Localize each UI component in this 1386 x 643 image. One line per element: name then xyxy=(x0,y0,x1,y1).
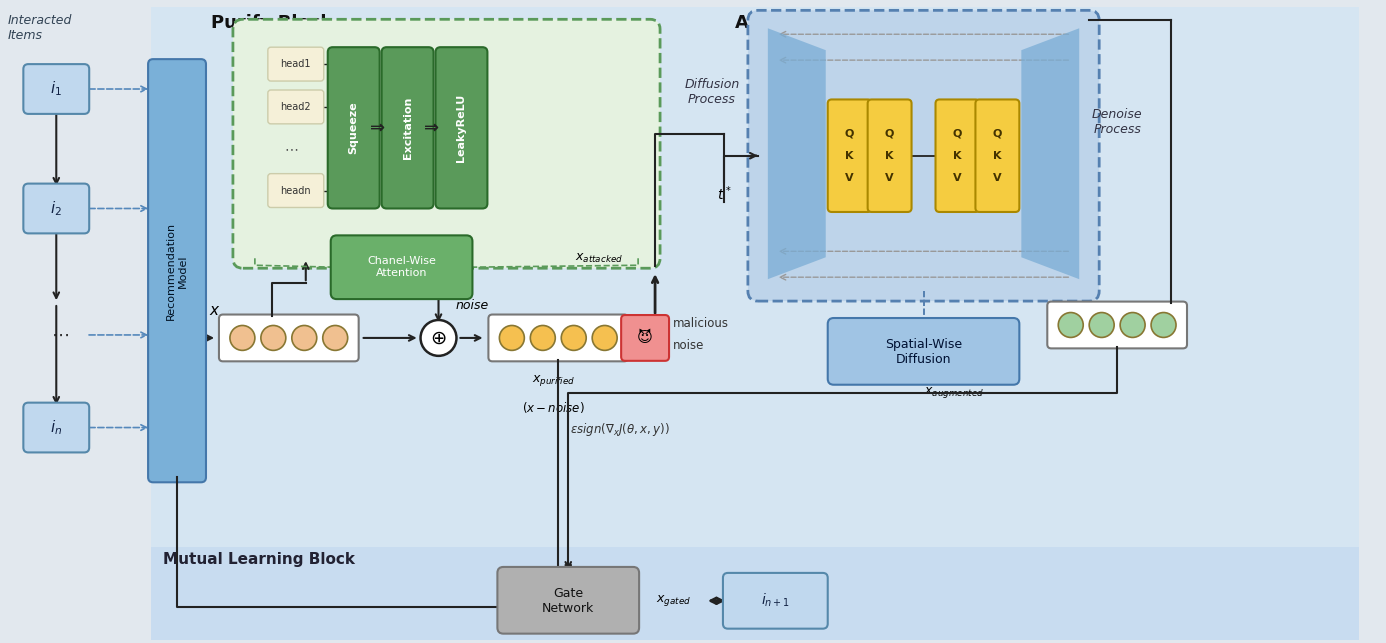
Text: Mutual Learning Block: Mutual Learning Block xyxy=(164,552,355,567)
FancyBboxPatch shape xyxy=(24,64,89,114)
Polygon shape xyxy=(768,28,826,279)
Circle shape xyxy=(292,325,317,350)
Circle shape xyxy=(230,325,255,350)
FancyBboxPatch shape xyxy=(748,10,1099,301)
Circle shape xyxy=(1120,312,1145,338)
Text: headn: headn xyxy=(280,186,310,195)
Text: $x$: $x$ xyxy=(209,303,220,318)
FancyBboxPatch shape xyxy=(267,90,324,124)
FancyBboxPatch shape xyxy=(327,47,380,208)
Circle shape xyxy=(1059,312,1084,338)
Circle shape xyxy=(1152,312,1177,338)
FancyBboxPatch shape xyxy=(827,318,1019,385)
Text: noise: noise xyxy=(456,298,489,312)
Polygon shape xyxy=(1021,28,1080,279)
Text: Purify Block: Purify Block xyxy=(211,14,333,32)
Text: $x_{attacked}$: $x_{attacked}$ xyxy=(575,252,624,266)
Text: head1: head1 xyxy=(280,59,310,69)
Text: $i_1$: $i_1$ xyxy=(50,80,62,98)
Text: Excitation: Excitation xyxy=(402,96,413,159)
FancyBboxPatch shape xyxy=(267,174,324,208)
Text: K: K xyxy=(886,150,894,161)
FancyBboxPatch shape xyxy=(827,100,872,212)
Text: V: V xyxy=(994,172,1002,183)
Text: $i_n$: $i_n$ xyxy=(50,418,62,437)
Text: $t^*$: $t^*$ xyxy=(717,185,732,203)
Text: Diffusion
Process: Diffusion Process xyxy=(685,78,740,106)
Text: Denoise
Process: Denoise Process xyxy=(1092,108,1142,136)
FancyBboxPatch shape xyxy=(219,314,359,361)
Text: 😈: 😈 xyxy=(638,331,653,345)
Text: V: V xyxy=(845,172,854,183)
FancyBboxPatch shape xyxy=(331,235,473,299)
FancyBboxPatch shape xyxy=(723,573,827,629)
FancyBboxPatch shape xyxy=(24,184,89,233)
FancyBboxPatch shape xyxy=(488,314,628,361)
Text: Q: Q xyxy=(952,129,962,139)
Text: Spatial-Wise
Diffusion: Spatial-Wise Diffusion xyxy=(886,338,962,366)
Text: $\epsilon sign(\nabla_x J(\theta, x, y))$: $\epsilon sign(\nabla_x J(\theta, x, y))… xyxy=(570,421,669,438)
Text: V: V xyxy=(886,172,894,183)
Text: Augment Block: Augment Block xyxy=(735,14,887,32)
Circle shape xyxy=(420,320,456,356)
Text: Recommendation
Model: Recommendation Model xyxy=(166,222,188,320)
Text: K: K xyxy=(954,150,962,161)
Circle shape xyxy=(592,325,617,350)
Text: V: V xyxy=(954,172,962,183)
FancyBboxPatch shape xyxy=(936,100,980,212)
Circle shape xyxy=(531,325,556,350)
Text: LeakyReLU: LeakyReLU xyxy=(456,94,467,162)
Text: Squeeze: Squeeze xyxy=(349,102,359,154)
Text: $\oplus$: $\oplus$ xyxy=(430,329,446,347)
Text: malicious: malicious xyxy=(674,318,729,331)
Text: ⇒: ⇒ xyxy=(424,119,439,137)
Circle shape xyxy=(323,325,348,350)
Text: $x_{gated}$: $x_{gated}$ xyxy=(656,593,690,608)
Text: $(x-noise)$: $(x-noise)$ xyxy=(523,400,585,415)
FancyBboxPatch shape xyxy=(498,567,639,633)
Text: K: K xyxy=(994,150,1002,161)
Text: $x_{augmented}$: $x_{augmented}$ xyxy=(924,385,984,400)
FancyBboxPatch shape xyxy=(435,47,488,208)
Text: head2: head2 xyxy=(280,102,310,112)
Text: Interacted
Items: Interacted Items xyxy=(7,14,72,42)
Circle shape xyxy=(561,325,586,350)
FancyBboxPatch shape xyxy=(24,403,89,453)
FancyBboxPatch shape xyxy=(976,100,1019,212)
Text: Q: Q xyxy=(845,129,854,139)
Text: $i_{n+1}$: $i_{n+1}$ xyxy=(761,592,790,610)
Text: ⇒: ⇒ xyxy=(370,119,385,137)
Text: Q: Q xyxy=(992,129,1002,139)
Text: $\cdots$: $\cdots$ xyxy=(51,326,69,344)
Text: K: K xyxy=(845,150,854,161)
Text: Gate
Network: Gate Network xyxy=(542,587,595,615)
FancyBboxPatch shape xyxy=(151,7,1358,587)
Text: $\cdots$: $\cdots$ xyxy=(284,141,298,155)
Circle shape xyxy=(499,325,524,350)
Text: Q: Q xyxy=(884,129,894,139)
Circle shape xyxy=(261,325,286,350)
FancyBboxPatch shape xyxy=(148,59,207,482)
FancyBboxPatch shape xyxy=(233,19,660,268)
FancyBboxPatch shape xyxy=(267,47,324,81)
Circle shape xyxy=(1089,312,1114,338)
FancyBboxPatch shape xyxy=(381,47,434,208)
Text: noise: noise xyxy=(674,340,704,352)
FancyBboxPatch shape xyxy=(621,315,669,361)
Text: $i_2$: $i_2$ xyxy=(50,199,62,218)
FancyBboxPatch shape xyxy=(151,547,1358,640)
Text: Chanel-Wise
Attention: Chanel-Wise Attention xyxy=(367,257,437,278)
FancyBboxPatch shape xyxy=(868,100,912,212)
FancyBboxPatch shape xyxy=(1048,302,1186,349)
Text: $x_{purified}$: $x_{purified}$ xyxy=(532,373,575,388)
